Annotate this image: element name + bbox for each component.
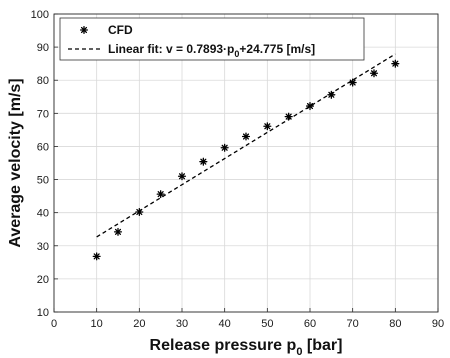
x-axis-label-text: Release pressure bbox=[150, 337, 283, 354]
cfd-data-point bbox=[241, 132, 251, 141]
linear-fit-line bbox=[96, 53, 396, 238]
x-axis-label-subscript: 0 bbox=[296, 346, 302, 358]
y-tick-label: 30 bbox=[37, 241, 49, 253]
cfd-data-point bbox=[177, 172, 187, 181]
legend-fit-label: Linear fit: v = 0.7893·p0+24.775 [m/s] bbox=[108, 42, 315, 59]
x-tick-label: 20 bbox=[133, 318, 145, 330]
plot-frame bbox=[53, 13, 439, 313]
data-points bbox=[92, 59, 400, 261]
x-tick-labels: 0 10 20 30 40 50 60 70 80 90 bbox=[51, 318, 444, 330]
legend-box bbox=[59, 17, 365, 61]
legend-fit-subscript: 0 bbox=[234, 49, 239, 59]
x-tick-label: 80 bbox=[389, 318, 401, 330]
x-axis-label-p: p bbox=[287, 337, 297, 354]
cfd-data-point bbox=[199, 157, 208, 166]
cfd-data-point bbox=[284, 112, 293, 121]
legend-fit-prefix: Linear fit: v = 0.7893·p bbox=[108, 42, 234, 56]
legend-cfd-asterisk bbox=[79, 25, 89, 35]
x-tick-label: 70 bbox=[347, 318, 359, 330]
x-tick-label: 10 bbox=[91, 318, 103, 330]
x-tick-label: 90 bbox=[432, 318, 444, 330]
x-tick-label: 30 bbox=[176, 318, 188, 330]
cfd-data-point bbox=[348, 78, 357, 87]
y-axis-label: Average velocity [m/s] bbox=[7, 78, 24, 247]
legend-cfd-marker bbox=[79, 25, 89, 35]
cfd-data-point bbox=[305, 101, 315, 111]
fit-line-layer bbox=[96, 53, 396, 238]
cfd-data-point bbox=[135, 207, 144, 217]
cfd-data-point bbox=[327, 90, 336, 99]
y-tick-label: 20 bbox=[37, 274, 49, 286]
y-tick-label: 90 bbox=[37, 42, 49, 54]
x-tick-label: 40 bbox=[219, 318, 231, 330]
y-tick-label: 70 bbox=[37, 108, 49, 120]
x-tick-label: 50 bbox=[261, 318, 273, 330]
cfd-data-point bbox=[263, 122, 272, 131]
y-tick-label: 40 bbox=[37, 208, 49, 220]
cfd-data-point bbox=[220, 143, 229, 152]
cfd-data-point bbox=[391, 59, 400, 68]
cfd-data-point bbox=[369, 69, 379, 78]
x-axis-label: Release pressure p0 [bar] bbox=[150, 337, 343, 358]
x-tick-label: 60 bbox=[304, 318, 316, 330]
y-tick-label: 10 bbox=[37, 307, 49, 319]
cfd-data-point bbox=[92, 252, 101, 261]
legend: CFD Linear fit: v = 0.7893·p0+24.775 [m/… bbox=[59, 17, 365, 61]
y-tick-label: 80 bbox=[37, 75, 49, 87]
y-tick-label: 100 bbox=[31, 9, 49, 21]
y-tick-labels: 10 20 30 40 50 60 70 80 90 100 bbox=[31, 9, 49, 319]
legend-fit-suffix: +24.775 [m/s] bbox=[239, 42, 315, 56]
y-tick-label: 50 bbox=[37, 175, 49, 187]
y-tick-label: 60 bbox=[37, 141, 49, 153]
cfd-data-point bbox=[113, 227, 123, 236]
x-tick-label: 0 bbox=[51, 318, 57, 330]
x-axis-label-unit: [bar] bbox=[302, 337, 342, 354]
legend-cfd-label: CFD bbox=[108, 23, 133, 37]
cfd-data-point bbox=[156, 190, 165, 199]
